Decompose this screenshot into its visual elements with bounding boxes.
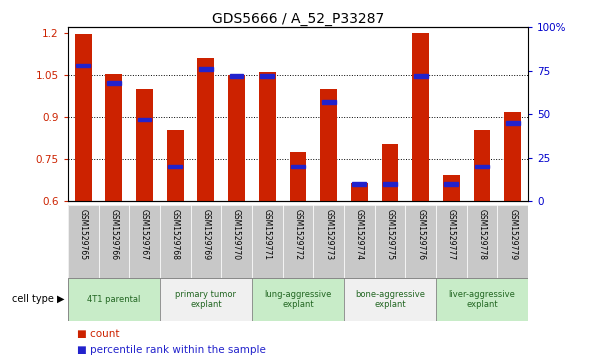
Text: GSM1529772: GSM1529772 <box>293 209 303 260</box>
Text: GSM1529769: GSM1529769 <box>201 209 211 260</box>
Bar <box>443 175 460 201</box>
Bar <box>467 205 497 278</box>
Bar <box>136 89 153 201</box>
Bar <box>221 205 252 278</box>
Bar <box>344 278 436 321</box>
Bar <box>160 278 252 321</box>
Text: liver-aggressive
explant: liver-aggressive explant <box>448 290 516 309</box>
Text: GSM1529766: GSM1529766 <box>109 209 119 260</box>
Text: GSM1529768: GSM1529768 <box>171 209 180 260</box>
Title: GDS5666 / A_52_P33287: GDS5666 / A_52_P33287 <box>212 12 384 26</box>
Text: lung-aggressive
explant: lung-aggressive explant <box>264 290 332 309</box>
Bar <box>375 205 405 278</box>
Bar <box>167 130 183 201</box>
Text: GSM1529777: GSM1529777 <box>447 209 456 260</box>
Bar <box>99 205 129 278</box>
Bar <box>137 118 152 121</box>
Bar <box>474 130 490 201</box>
Text: GSM1529767: GSM1529767 <box>140 209 149 260</box>
Bar <box>191 205 221 278</box>
Bar <box>230 74 244 78</box>
Bar <box>436 205 467 278</box>
Text: GSM1529774: GSM1529774 <box>355 209 364 260</box>
Bar <box>322 100 336 104</box>
Text: GSM1529778: GSM1529778 <box>477 209 487 260</box>
Bar <box>444 182 458 186</box>
Text: GSM1529770: GSM1529770 <box>232 209 241 260</box>
Bar <box>497 205 528 278</box>
Bar <box>290 152 306 201</box>
Bar <box>436 278 528 321</box>
Text: GSM1529771: GSM1529771 <box>263 209 272 260</box>
Bar <box>291 165 305 168</box>
Bar <box>68 278 160 321</box>
Text: GSM1529779: GSM1529779 <box>508 209 517 260</box>
Bar <box>405 205 436 278</box>
Bar <box>412 33 429 201</box>
Text: bone-aggressive
explant: bone-aggressive explant <box>355 290 425 309</box>
Bar <box>228 75 245 201</box>
Bar <box>344 205 375 278</box>
Bar <box>106 74 122 201</box>
Bar <box>382 144 398 201</box>
Bar <box>506 121 520 125</box>
Bar <box>383 182 397 186</box>
Bar <box>107 81 121 85</box>
Bar <box>475 165 489 168</box>
Bar <box>199 67 213 71</box>
Bar <box>283 205 313 278</box>
Bar <box>313 205 344 278</box>
Bar <box>198 58 214 201</box>
Text: ■ count: ■ count <box>77 329 119 339</box>
Bar <box>351 183 368 201</box>
Bar <box>414 74 428 78</box>
Text: 4T1 parental: 4T1 parental <box>87 295 140 304</box>
Bar <box>259 72 276 201</box>
Bar <box>504 111 521 201</box>
Bar <box>352 182 366 186</box>
Bar <box>252 278 344 321</box>
Bar <box>320 89 337 201</box>
Text: GSM1529775: GSM1529775 <box>385 209 395 260</box>
Bar <box>75 34 91 201</box>
Bar <box>76 64 90 68</box>
Text: ■ percentile rank within the sample: ■ percentile rank within the sample <box>77 345 266 355</box>
Bar <box>260 74 274 78</box>
Text: cell type ▶: cell type ▶ <box>12 294 65 305</box>
Bar <box>68 205 99 278</box>
Text: GSM1529765: GSM1529765 <box>78 209 88 260</box>
Text: primary tumor
explant: primary tumor explant <box>175 290 237 309</box>
Text: GSM1529776: GSM1529776 <box>416 209 425 260</box>
Text: GSM1529773: GSM1529773 <box>324 209 333 260</box>
Bar <box>129 205 160 278</box>
Bar <box>252 205 283 278</box>
Bar <box>160 205 191 278</box>
Bar <box>168 165 182 168</box>
